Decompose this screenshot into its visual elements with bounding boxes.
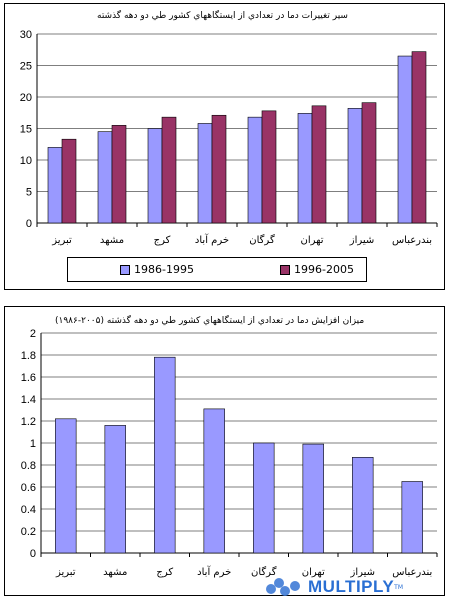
bar [47,147,63,224]
bar [347,108,363,224]
bar [211,114,227,224]
y-tick-label: 0.4 [21,504,36,516]
bar [352,457,374,554]
x-tick-label: تهران [302,567,325,578]
y-tick-label: 1.6 [21,372,36,384]
x-tick-label: مشهد [103,567,127,578]
chart-panel-temperature-trend: سير تغييرات دما در تعدادي از ايستگاههاي … [4,3,445,290]
y-tick-label: 0 [26,218,32,230]
y-tick-label: 0 [30,548,36,560]
bar [411,51,427,224]
bar [203,408,225,554]
logo-tm: TM [394,583,404,591]
bar [397,55,413,224]
y-tick-label: 1.2 [21,416,36,428]
bar [302,443,324,554]
x-tick-label: كرج [154,235,171,246]
bar [401,481,423,554]
y-tick-label: 30 [20,29,32,41]
chart-panel-temperature-increase: ميزان افزايش دما در تعدادي از ايستگاههاي… [4,306,445,596]
x-tick-label: شيراز [349,567,375,578]
x-tick-label: تبريز [51,235,72,246]
x-tick-label: گرگان [249,234,275,246]
bar [261,110,277,224]
y-tick-label: 0.2 [21,526,36,538]
bar-chart-temperature-increase: 0 0.2 0.4 0.6 0.8 1 1.2 1.4 1.6 1.8 2 تبريز مشهد كرج خ… [21,328,438,578]
chart-title: سير تغييرات دما در تعدادي از ايستگاههاي … [97,11,348,21]
legend-item: 1996-2005 [280,263,354,276]
bar [361,102,377,224]
x-tick-label: تبريز [55,567,76,578]
x-tick-label: خرم آباد [195,233,229,246]
legend-swatch [120,264,130,275]
y-tick-label: 15 [20,124,32,136]
bar [97,131,113,224]
x-tick-label: تهران [300,235,323,246]
y-tick-label: 1.8 [21,350,36,362]
y-tick-label: 5 [26,187,32,199]
bar [147,128,163,224]
bar [61,138,77,224]
legend-swatch [280,264,290,275]
bar [253,442,275,554]
y-tick-label: 1.4 [21,394,36,406]
y-tick-label: 1 [30,438,36,450]
bar [111,125,127,224]
y-tick-label: 0.6 [21,482,36,494]
x-tick-label: كرج [156,567,173,578]
logo-dots-icon [266,578,308,596]
x-tick-label: گرگان [251,566,277,578]
y-tick-label: 2 [30,328,36,340]
x-tick-label: شيراز [349,235,375,246]
bar-chart-temperature-trend: 0 5 10 15 20 25 30 تبريز مشهد كرج خرم آباد گرگان تهر… [20,29,438,246]
bar [154,356,176,554]
bar [104,425,126,554]
chart-legend: 1986-1995 1996-2005 [67,257,367,282]
legend-label: 1996-2005 [294,263,354,276]
x-tick-label: بندرعباس [392,567,432,578]
y-tick-label: 20 [20,92,32,104]
y-tick-label: 25 [20,61,32,73]
bar [161,116,177,224]
bar [311,105,327,224]
y-tick-label: 10 [20,155,32,167]
bar [197,123,213,224]
legend-label: 1986-1995 [134,263,194,276]
x-tick-label: بندرعباس [392,235,432,246]
bar [297,113,313,224]
x-tick-label: مشهد [100,235,124,246]
bar [55,418,77,554]
y-tick-label: 0.8 [21,460,36,472]
logo-text: MULTIPLY [308,577,395,596]
chart-title: ميزان افزايش دما در تعدادي از ايستگاههاي… [55,316,365,326]
multiply-logo: MULTIPLY TM [266,577,403,597]
x-tick-label: خرم آباد [197,565,231,578]
legend-item: 1986-1995 [120,263,194,276]
bar [247,116,263,224]
